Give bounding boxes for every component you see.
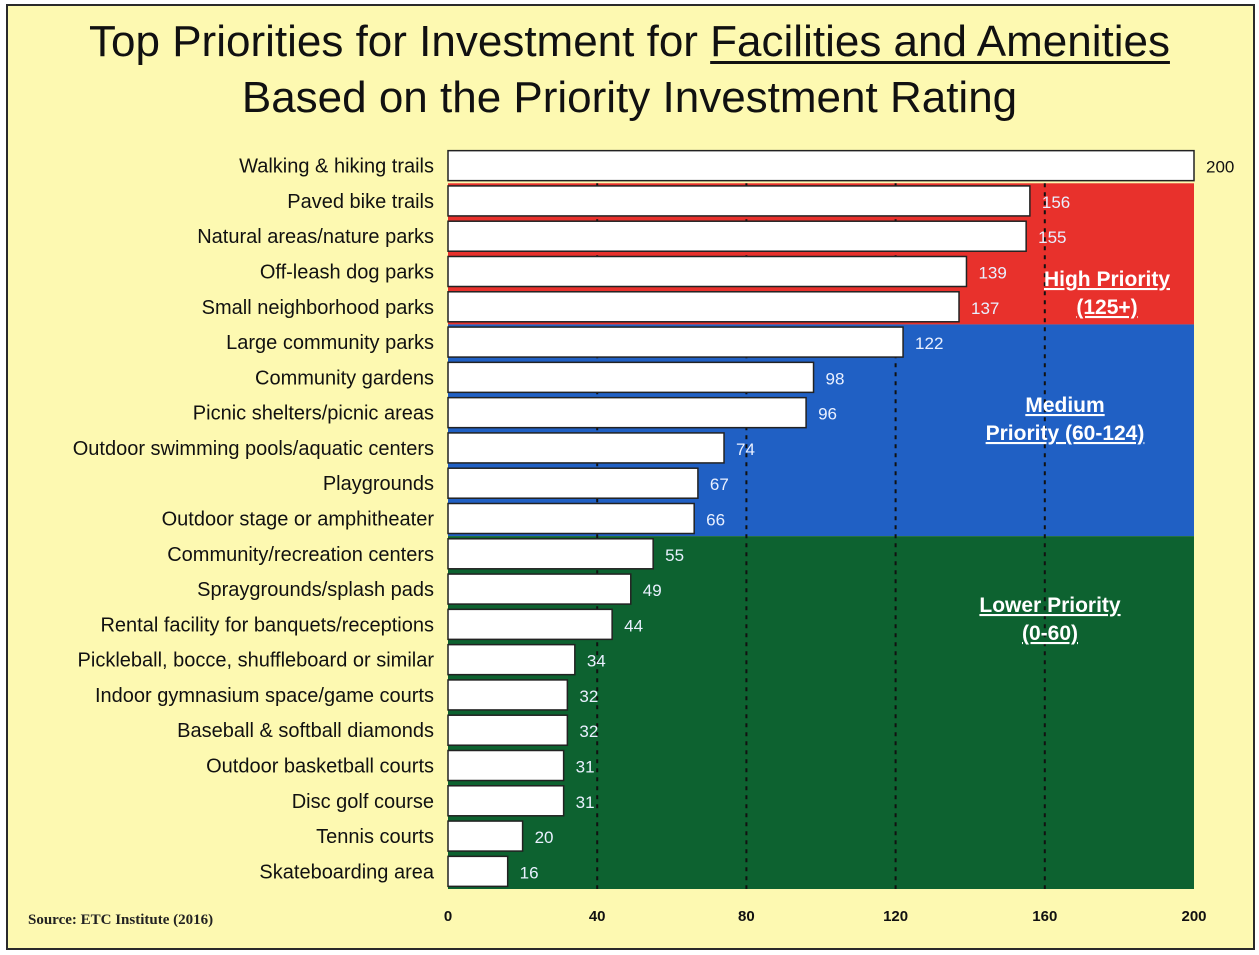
x-tick-label: 200 [1181, 908, 1206, 925]
category-label: Outdoor stage or amphitheater [162, 509, 435, 531]
bar [447, 679, 569, 711]
value-label: 98 [826, 369, 845, 388]
category-label: Skateboarding area [259, 861, 434, 883]
bar [447, 361, 815, 394]
bar [447, 749, 565, 782]
category-label: Pickleball, bocce, shuffleboard or simil… [78, 650, 435, 672]
value-label: 16 [520, 863, 539, 882]
category-label: Community gardens [255, 367, 434, 389]
value-label: 122 [915, 334, 943, 353]
category-label: Picnic shelters/picnic areas [193, 403, 434, 425]
title-line-1: Top Priorities for Investment for Facili… [0, 14, 1259, 70]
bar [447, 185, 1031, 217]
value-label: 32 [579, 722, 598, 741]
category-label: Baseball & softball diamonds [177, 720, 434, 742]
category-label: Playgrounds [323, 473, 434, 495]
lower-priority-label: Lower Priority [979, 594, 1121, 617]
category-label: Community/recreation centers [167, 544, 434, 566]
value-label: 66 [706, 511, 725, 530]
category-label: Off-leash dog parks [260, 262, 434, 284]
category-label: Outdoor basketball courts [206, 756, 434, 778]
category-label: Indoor gymnasium space/game courts [95, 685, 434, 707]
category-label: Small neighborhood parks [202, 297, 434, 319]
bar [447, 326, 904, 358]
bar [447, 855, 509, 888]
bar [447, 432, 725, 464]
bar [447, 538, 654, 570]
value-label: 34 [587, 652, 606, 671]
high-priority-label: (125+) [1076, 296, 1137, 319]
category-label: Paved bike trails [287, 191, 434, 213]
bar [447, 573, 632, 605]
medium-priority-label: Priority (60-124) [986, 422, 1145, 445]
bar [447, 608, 613, 641]
chart-title: Top Priorities for Investment for Facili… [0, 14, 1259, 126]
x-tick-label: 160 [1032, 908, 1057, 925]
x-tick-label: 0 [444, 908, 452, 925]
value-label: 55 [665, 546, 684, 565]
bar [447, 220, 1027, 252]
category-label: Rental facility for banquets/receptions [100, 614, 434, 636]
bar [447, 396, 807, 429]
lower-priority-label: (0-60) [1022, 622, 1078, 645]
category-label: Natural areas/nature parks [197, 226, 434, 248]
high-priority-label: High Priority [1044, 268, 1170, 291]
value-label: 31 [576, 793, 595, 812]
value-label: 96 [818, 405, 837, 424]
title-line-2: Based on the Priority Investment Rating [241, 73, 1018, 122]
bar [447, 467, 699, 499]
category-label: Spraygrounds/splash pads [197, 579, 434, 601]
bar [447, 255, 968, 288]
value-label: 44 [624, 616, 643, 635]
priority-zone-1 [448, 324, 1194, 537]
bar [447, 502, 695, 535]
x-tick-label: 80 [738, 908, 755, 925]
category-label: Large community parks [226, 332, 434, 354]
title-prefix: Top Priorities for Investment for [89, 17, 711, 66]
source-note: Source: ETC Institute (2016) [28, 912, 214, 928]
category-label: Disc golf course [292, 791, 434, 813]
value-label: 32 [579, 687, 598, 706]
value-label: 200 [1206, 158, 1234, 177]
title-underlined: Facilities and Amenities [710, 17, 1170, 66]
value-label: 137 [971, 299, 999, 318]
value-label: 155 [1038, 228, 1066, 247]
bar [447, 714, 569, 746]
category-label: Outdoor swimming pools/aquatic centers [73, 438, 434, 460]
value-label: 139 [978, 264, 1006, 283]
bar [447, 820, 524, 852]
bar [447, 149, 1195, 182]
x-tick-label: 120 [883, 908, 908, 925]
bar [447, 785, 565, 817]
category-label: Tennis courts [316, 826, 434, 848]
value-label: 67 [710, 475, 729, 494]
category-label: Walking & hiking trails [239, 156, 434, 178]
value-label: 31 [576, 758, 595, 777]
value-label: 74 [736, 440, 755, 459]
value-label: 20 [535, 828, 554, 847]
value-label: 156 [1042, 193, 1070, 212]
bar [447, 643, 576, 676]
x-tick-label: 40 [589, 908, 606, 925]
bar [447, 291, 960, 323]
medium-priority-label: Medium [1025, 394, 1104, 417]
value-label: 49 [643, 581, 662, 600]
